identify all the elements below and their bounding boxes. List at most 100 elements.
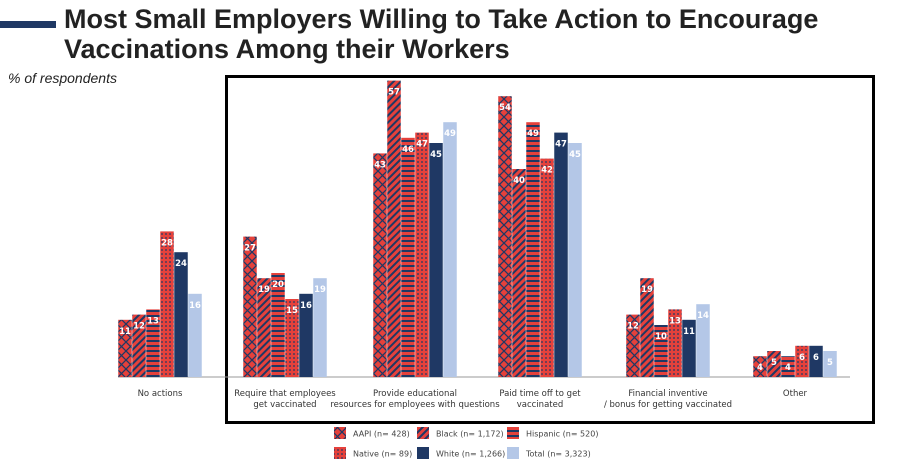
category-label: Provide educational — [373, 389, 457, 399]
data-label: 28 — [161, 238, 173, 248]
legend-swatch — [417, 447, 429, 459]
data-label: 45 — [569, 150, 581, 160]
legend-swatch — [507, 447, 519, 459]
data-label: 46 — [402, 145, 414, 155]
bar — [526, 122, 540, 377]
bar — [823, 351, 837, 377]
data-label: 12 — [627, 322, 639, 332]
category-label: Financial inventive — [628, 389, 707, 399]
data-label: 24 — [175, 259, 187, 269]
bar — [313, 278, 327, 377]
bar — [554, 132, 568, 377]
data-label: 42 — [541, 166, 553, 176]
bar — [767, 351, 781, 377]
legend-item: White (n= 1,266) — [417, 447, 505, 459]
bar — [373, 153, 387, 377]
data-label: 40 — [513, 176, 525, 186]
title-accent-bar — [0, 21, 56, 28]
data-label: 19 — [641, 285, 653, 295]
data-label: 10 — [655, 332, 667, 342]
data-label: 11 — [683, 327, 695, 337]
data-label: 5 — [827, 358, 833, 368]
data-label: 45 — [430, 150, 442, 160]
data-label: 20 — [272, 280, 284, 290]
legend-label: AAPI (n= 428) — [353, 430, 410, 439]
bar — [285, 299, 299, 377]
bar — [132, 314, 146, 377]
legend-label: Black (n= 1,172) — [436, 430, 504, 439]
data-label: 47 — [555, 140, 567, 150]
legend-item: Hispanic (n= 520) — [507, 427, 598, 439]
data-label: 4 — [757, 363, 763, 373]
data-label: 47 — [416, 140, 428, 150]
data-label: 57 — [388, 88, 400, 98]
category-label: / bonus for getting vaccinated — [604, 400, 732, 410]
legend-label: Hispanic (n= 520) — [526, 430, 598, 439]
data-label: 49 — [444, 129, 456, 139]
data-label: 15 — [286, 306, 298, 316]
data-label: 16 — [300, 301, 312, 311]
chart-title: Most Small Employers Willing to Take Act… — [64, 4, 819, 64]
bar — [498, 96, 512, 377]
bar — [626, 314, 640, 377]
bar — [401, 137, 415, 377]
bar — [160, 231, 174, 377]
data-label: 27 — [244, 244, 256, 254]
legend-label: White (n= 1,266) — [436, 450, 505, 459]
data-label: 6 — [813, 353, 819, 363]
data-label: 16 — [189, 301, 201, 311]
bar — [299, 293, 313, 377]
bar — [415, 132, 429, 377]
category-label: Require that employees — [234, 389, 336, 399]
bar — [243, 236, 257, 377]
data-label: 6 — [799, 353, 805, 363]
category-label: resources for employees with questions — [330, 400, 500, 410]
data-label: 43 — [374, 160, 386, 170]
bar — [753, 356, 767, 377]
data-label: 54 — [499, 103, 511, 113]
bar — [795, 345, 809, 377]
data-label: 49 — [527, 129, 539, 139]
bar — [640, 278, 654, 377]
legend-item: Black (n= 1,172) — [417, 427, 504, 439]
data-label: 13 — [147, 316, 159, 326]
bar — [682, 319, 696, 377]
bar — [118, 319, 132, 377]
legend-swatch — [507, 427, 519, 439]
legend-swatch — [417, 427, 429, 439]
data-label: 5 — [771, 358, 777, 368]
bar — [146, 309, 160, 377]
bar — [271, 273, 285, 377]
bar — [668, 309, 682, 377]
bar — [512, 169, 526, 377]
legend-item: AAPI (n= 428) — [334, 427, 410, 439]
data-label: 14 — [697, 311, 709, 321]
category-label: No actions — [138, 389, 183, 399]
data-label: 12 — [133, 322, 145, 332]
bar — [568, 143, 582, 377]
bar — [443, 122, 457, 377]
bar — [257, 278, 271, 377]
category-label: get vaccinated — [253, 400, 316, 410]
bar — [654, 325, 668, 377]
bar — [429, 143, 443, 377]
category-label: Other — [783, 389, 808, 399]
legend-swatch — [334, 447, 346, 459]
legend-label: Native (n= 89) — [353, 450, 412, 459]
legend: AAPI (n= 428) Black (n= 1,172) Hispanic (n… — [334, 427, 598, 459]
bar — [809, 345, 823, 377]
data-label: 4 — [785, 363, 791, 373]
data-label: 11 — [119, 327, 131, 337]
legend-item: Native (n= 89) — [334, 447, 412, 459]
bar — [696, 304, 710, 377]
highlight-box — [225, 75, 875, 424]
data-label: 13 — [669, 316, 681, 326]
legend-label: Total (n= 3,323) — [525, 450, 591, 459]
bar — [540, 158, 554, 377]
data-label: 19 — [258, 285, 270, 295]
y-axis-label: % of respondents — [8, 70, 117, 86]
bar — [387, 80, 401, 377]
bar — [188, 293, 202, 377]
data-label: 19 — [314, 285, 326, 295]
